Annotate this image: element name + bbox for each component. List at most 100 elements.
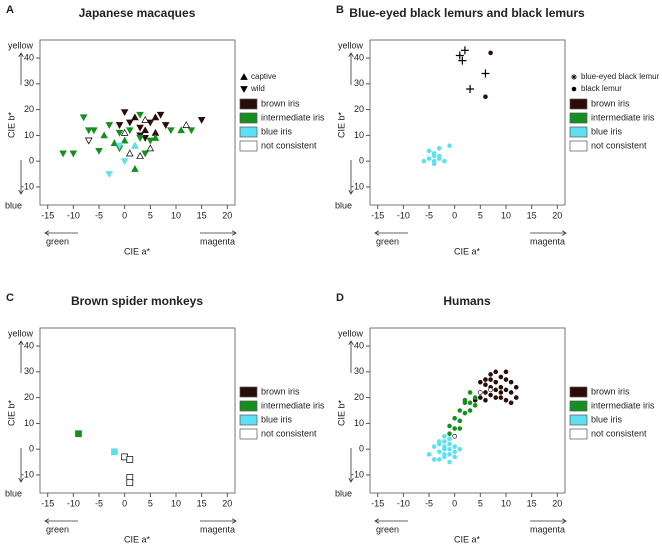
- x-tick-label: 5: [478, 210, 483, 220]
- point: [115, 122, 124, 129]
- x-high-label: magenta: [530, 524, 565, 534]
- x-low-label: green: [46, 236, 69, 246]
- point: [455, 51, 464, 60]
- point: [483, 377, 488, 382]
- x-tick-label: 10: [501, 498, 511, 508]
- y-axis-title: CIE b*: [6, 399, 16, 426]
- legend-swatch: [239, 428, 258, 440]
- point: [462, 400, 468, 406]
- y-tick-label: 10: [24, 130, 34, 140]
- point: [457, 446, 463, 452]
- point: [466, 84, 475, 93]
- legend-label: brown iris: [261, 386, 300, 396]
- point: [126, 119, 134, 127]
- x-tick-label: 5: [478, 498, 483, 508]
- point: [126, 456, 134, 463]
- y-low-label: blue: [335, 200, 352, 210]
- point: [84, 137, 93, 145]
- legend-symbol: [571, 74, 577, 80]
- point: [75, 430, 82, 438]
- x-tick-label: 15: [527, 498, 537, 508]
- point: [197, 117, 206, 124]
- x-tick-label: -15: [371, 210, 384, 220]
- x-tick-label: 10: [171, 210, 181, 220]
- point: [421, 158, 427, 164]
- x-tick-label: 15: [197, 498, 207, 508]
- point: [156, 111, 165, 119]
- y-tick-label: 30: [24, 78, 34, 88]
- point: [488, 387, 493, 393]
- x-tick-label: -10: [67, 210, 80, 220]
- point: [115, 142, 124, 150]
- point: [447, 446, 452, 452]
- point: [436, 457, 442, 462]
- point: [90, 127, 98, 135]
- point: [120, 158, 129, 166]
- x-high-label: magenta: [530, 236, 565, 246]
- legend-swatch: [569, 386, 588, 398]
- point: [442, 158, 447, 164]
- x-axis-title: CIE a*: [124, 246, 151, 256]
- panel-letter: B: [336, 4, 344, 16]
- point: [126, 479, 134, 487]
- point: [447, 436, 452, 442]
- y-low-label: blue: [335, 488, 352, 498]
- y-tick-label: 0: [359, 156, 364, 166]
- point: [483, 94, 488, 100]
- point: [447, 431, 452, 437]
- point: [447, 143, 452, 149]
- point: [136, 135, 144, 142]
- point: [498, 390, 504, 395]
- point: [136, 124, 144, 132]
- x-low-label: green: [376, 524, 399, 534]
- y-tick-label: 0: [29, 156, 34, 166]
- legend-swatch: [239, 400, 258, 412]
- point: [488, 372, 493, 377]
- point: [79, 114, 88, 122]
- legend-swatch: [569, 400, 588, 412]
- x-tick-label: -15: [41, 210, 54, 220]
- legend-swatch: [569, 428, 588, 440]
- y-tick-label: 10: [24, 418, 34, 428]
- x-tick-label: 0: [122, 210, 127, 220]
- point: [508, 390, 514, 395]
- legend-label: blue-eyed black lemur: [581, 72, 660, 81]
- point: [488, 377, 493, 382]
- point: [452, 415, 457, 421]
- point: [452, 433, 457, 439]
- point: [452, 449, 457, 455]
- panel-title: Humans: [443, 294, 491, 308]
- plot-frame: [369, 327, 566, 494]
- legend-swatch: [569, 126, 588, 138]
- legend-swatch: [569, 140, 588, 152]
- point: [488, 392, 493, 398]
- legend-swatch: [239, 126, 258, 138]
- point: [488, 50, 493, 56]
- point: [120, 136, 129, 144]
- point: [472, 403, 478, 408]
- y-tick-label: 40: [354, 340, 364, 350]
- y-axis-title: CIE b*: [336, 399, 346, 426]
- point: [503, 369, 509, 375]
- legend-symbol: [571, 86, 577, 92]
- x-tick-label: 10: [501, 210, 511, 220]
- point: [120, 128, 129, 136]
- point: [136, 152, 144, 159]
- point: [436, 449, 442, 455]
- point: [436, 145, 442, 151]
- y-tick-label: 30: [24, 366, 34, 376]
- legend-label: not consistent: [261, 140, 317, 150]
- point: [131, 141, 139, 149]
- x-tick-label: 20: [552, 498, 562, 508]
- x-tick-label: 15: [197, 210, 207, 220]
- point: [513, 395, 519, 400]
- point: [513, 384, 519, 390]
- y-tick-label: 30: [354, 78, 364, 88]
- y-tick-label: 10: [354, 130, 364, 140]
- legend-label: black lemur: [581, 84, 622, 93]
- point: [447, 459, 452, 465]
- point: [182, 121, 191, 128]
- x-tick-label: -10: [397, 498, 410, 508]
- plot-frame: [369, 39, 566, 206]
- point: [452, 454, 457, 460]
